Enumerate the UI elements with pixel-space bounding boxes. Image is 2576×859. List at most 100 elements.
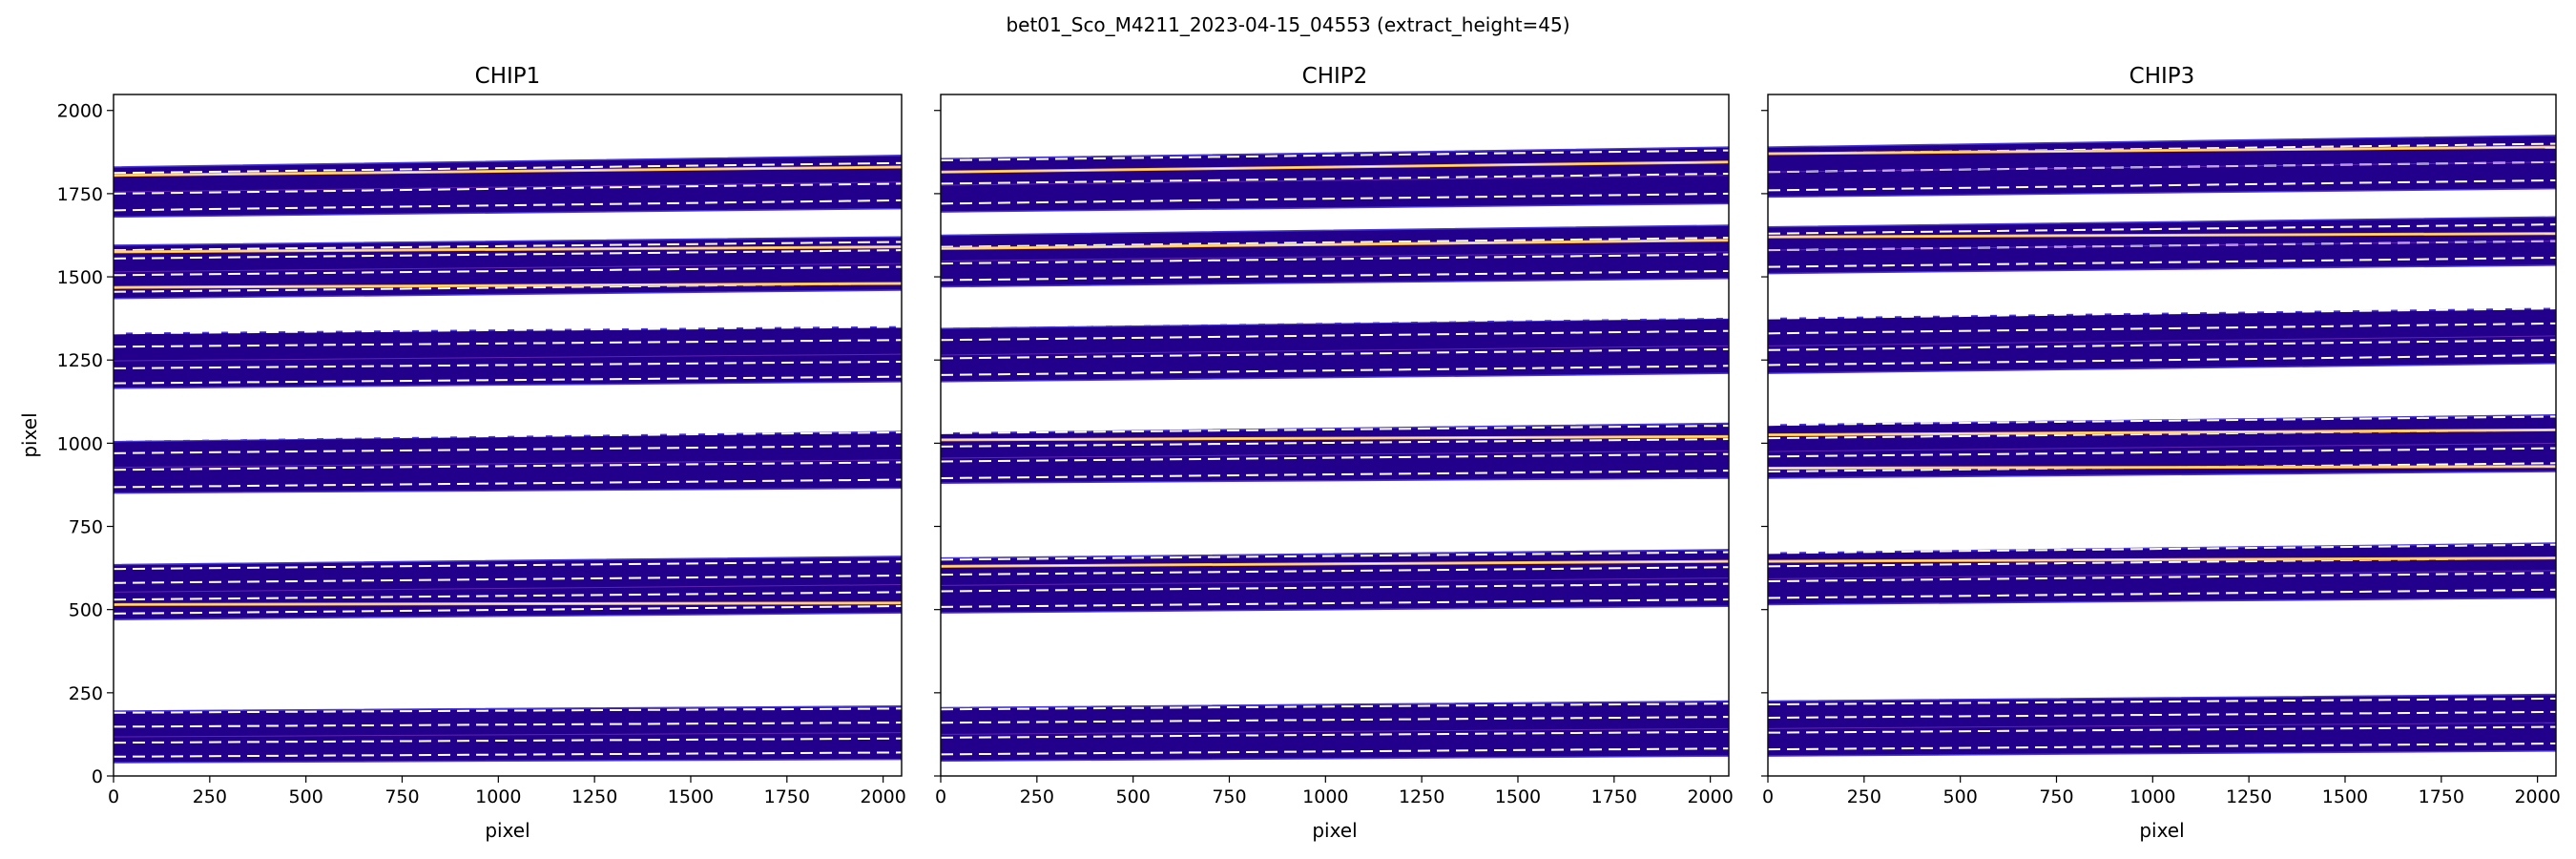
x-tick-label: 1000 — [475, 786, 521, 807]
bright-trace-core — [941, 435, 1729, 441]
dashed-trace-line — [1768, 322, 2556, 335]
dashed-trace-line — [1768, 697, 2556, 706]
chart-panel-3: CHIP3 0 250 500 750 1000 1250 1500 1750 2000 pixel — [1761, 64, 2561, 842]
trace-inner-line — [114, 181, 902, 193]
x-tick-label: 750 — [2039, 786, 2073, 807]
dashed-trace-line — [941, 702, 1729, 711]
dashed-trace-line — [114, 375, 902, 385]
panel-title: CHIP3 — [2129, 64, 2195, 89]
x-tick-label: 500 — [1116, 786, 1151, 807]
dashed-trace-line — [114, 737, 902, 744]
dashed-trace-line — [1768, 572, 2556, 583]
x-tick-label: 0 — [1762, 786, 1774, 807]
x-axis-label: pixel — [2139, 819, 2184, 842]
y-tick-label: 2000 — [57, 101, 103, 122]
trace-inner-line — [941, 727, 1729, 735]
bright-trace-core — [941, 161, 1729, 173]
dashed-trace-line — [114, 241, 902, 252]
x-tick-label: 1750 — [1591, 786, 1637, 807]
dashed-trace-line — [114, 605, 902, 615]
dashed-trace-line — [941, 329, 1729, 342]
x-tick-label: 1750 — [2419, 786, 2464, 807]
x-tick-label: 2000 — [2514, 786, 2560, 807]
x-tick-label: 750 — [384, 786, 419, 807]
dashed-trace-line — [941, 269, 1729, 282]
dashed-trace-line — [941, 172, 1729, 185]
x-tick-label: 1250 — [1399, 786, 1444, 807]
trace-inner-line — [941, 450, 1729, 459]
dashed-trace-line — [941, 747, 1729, 756]
x-axis-label: pixel — [485, 819, 530, 842]
bright-trace-core — [1768, 146, 2556, 155]
y-tick-label: 1250 — [57, 350, 103, 371]
dashed-trace-line — [114, 199, 902, 212]
trace-inner-line — [1768, 722, 2556, 729]
x-axis-label: pixel — [1312, 819, 1357, 842]
dashed-trace-line — [114, 161, 902, 175]
dashed-trace-line — [114, 574, 902, 584]
dashed-trace-line — [941, 582, 1729, 593]
y-tick-label: 500 — [69, 600, 103, 621]
dashed-trace-line — [1768, 178, 2556, 192]
bright-trace-core — [114, 602, 902, 605]
dashed-trace-line — [941, 347, 1729, 360]
x-tick-label: 500 — [289, 786, 323, 807]
x-tick-label: 1750 — [764, 786, 810, 807]
dashed-trace-line — [114, 325, 902, 335]
dashed-trace-line — [941, 365, 1729, 376]
dashed-trace-line — [941, 566, 1729, 576]
dashed-trace-line — [941, 598, 1729, 608]
panel-title: CHIP1 — [475, 64, 541, 89]
dashed-trace-line — [114, 722, 902, 728]
dashed-trace-line — [941, 452, 1729, 463]
bright-trace-core — [941, 240, 1729, 249]
x-tick-label: 500 — [1943, 786, 1978, 807]
x-tick-label: 0 — [935, 786, 946, 807]
trace-order-band — [114, 430, 902, 494]
dashed-trace-line — [1768, 223, 2556, 235]
trace-inner-line — [114, 459, 902, 469]
x-tick-label: 250 — [1847, 786, 1881, 807]
dashed-trace-line — [114, 339, 902, 348]
chart-panel-1: CHIP1 0 250 500 750 1000 1250 1500 1750 2000 pixel… — [18, 64, 906, 842]
x-tick-label: 2000 — [1687, 786, 1733, 807]
y-tick-label: 0 — [92, 766, 103, 787]
y-tick-label: 1000 — [57, 433, 103, 454]
dashed-trace-line — [1768, 447, 2556, 458]
bright-trace-core — [941, 560, 1729, 567]
axes-frame — [113, 94, 903, 777]
x-tick-label: 1000 — [1302, 786, 1348, 807]
dashed-trace-line — [941, 438, 1729, 448]
dashed-trace-line — [114, 478, 902, 489]
trace-inner-line — [941, 251, 1729, 262]
dashed-trace-line — [941, 551, 1729, 561]
dashed-trace-line — [941, 192, 1729, 205]
dashed-trace-line — [941, 730, 1729, 739]
bright-trace-core — [1768, 557, 2556, 562]
y-tick-label: 750 — [69, 517, 103, 538]
plot-area — [114, 155, 902, 764]
dashed-trace-line — [1768, 339, 2556, 351]
chart-panel-2: CHIP2 0 250 500 750 1000 1250 1500 1750 2000 pixel — [934, 64, 1734, 842]
x-tick-label: 1500 — [668, 786, 714, 807]
x-tick-label: 250 — [193, 786, 227, 807]
dashed-trace-line — [1768, 307, 2556, 320]
figure-suptitle: bet01_Sco_M4211_2023-04-15_04553 (extrac… — [1006, 13, 1569, 36]
dashed-trace-line — [1768, 257, 2556, 268]
x-tick-label: 1250 — [571, 786, 617, 807]
axes-frame — [940, 94, 1730, 777]
panel-title: CHIP2 — [1302, 64, 1368, 89]
trace-inner-line — [1768, 241, 2556, 251]
y-axis-label: pixel — [18, 412, 41, 457]
dashed-trace-line — [1768, 415, 2556, 427]
bright-trace-core — [114, 246, 902, 253]
dashed-trace-line — [1768, 710, 2556, 719]
y-tick-label: 1750 — [57, 184, 103, 205]
dashed-trace-line — [941, 237, 1729, 248]
x-tick-label: 2000 — [860, 786, 905, 807]
dashed-trace-line — [114, 182, 902, 195]
bright-trace-core — [1768, 233, 2556, 238]
dashed-trace-line — [114, 265, 902, 277]
dashed-trace-line — [1768, 725, 2556, 734]
dashed-trace-line — [1768, 142, 2556, 156]
